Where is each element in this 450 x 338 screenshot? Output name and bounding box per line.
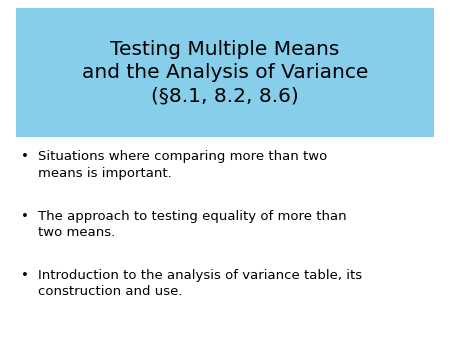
Text: Situations where comparing more than two
means is important.: Situations where comparing more than two… bbox=[38, 150, 328, 180]
Text: The approach to testing equality of more than
two means.: The approach to testing equality of more… bbox=[38, 210, 347, 239]
FancyBboxPatch shape bbox=[16, 8, 434, 137]
Text: Introduction to the analysis of variance table, its
construction and use.: Introduction to the analysis of variance… bbox=[38, 269, 362, 298]
Text: •: • bbox=[21, 150, 29, 163]
Text: Testing Multiple Means
and the Analysis of Variance
(§8.1, 8.2, 8.6): Testing Multiple Means and the Analysis … bbox=[82, 40, 368, 106]
Text: •: • bbox=[21, 269, 29, 282]
Text: •: • bbox=[21, 210, 29, 222]
